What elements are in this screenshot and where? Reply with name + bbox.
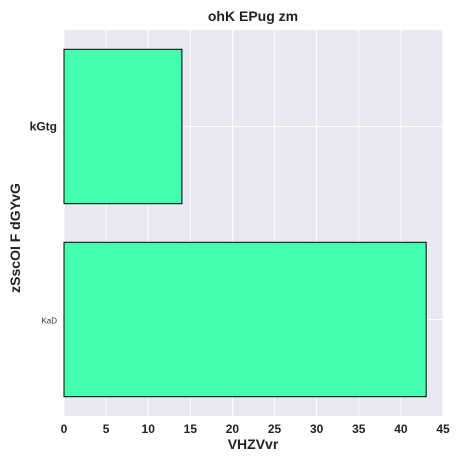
bars-group: [63, 48, 427, 398]
x-tick-label: 5: [103, 422, 110, 436]
y-axis-ticks: kGtg KaD: [30, 120, 58, 326]
x-tick-label: 25: [268, 422, 282, 436]
x-tick-label: 0: [61, 422, 68, 436]
y-axis-label: zSscOI F dGYvG: [7, 183, 23, 293]
x-axis-label: VHZVvr: [228, 436, 279, 452]
chart-title: ohK EPug zm: [208, 8, 298, 24]
x-tick-label: 20: [226, 422, 240, 436]
x-tick-label: 40: [394, 422, 408, 436]
x-tick-label: 10: [142, 422, 156, 436]
x-tick-label: 15: [184, 422, 198, 436]
y-tick-label: kGtg: [30, 120, 57, 134]
y-tick-label: KaD: [41, 317, 57, 326]
x-tick-label: 30: [310, 422, 324, 436]
bar-KaD: [63, 241, 427, 398]
x-tick-label: 35: [352, 422, 366, 436]
bar-kGtg: [63, 48, 183, 205]
x-axis-ticks: 0 5 10 15 20 25 30 35 40 45: [61, 422, 450, 436]
x-tick-label: 45: [436, 422, 450, 436]
